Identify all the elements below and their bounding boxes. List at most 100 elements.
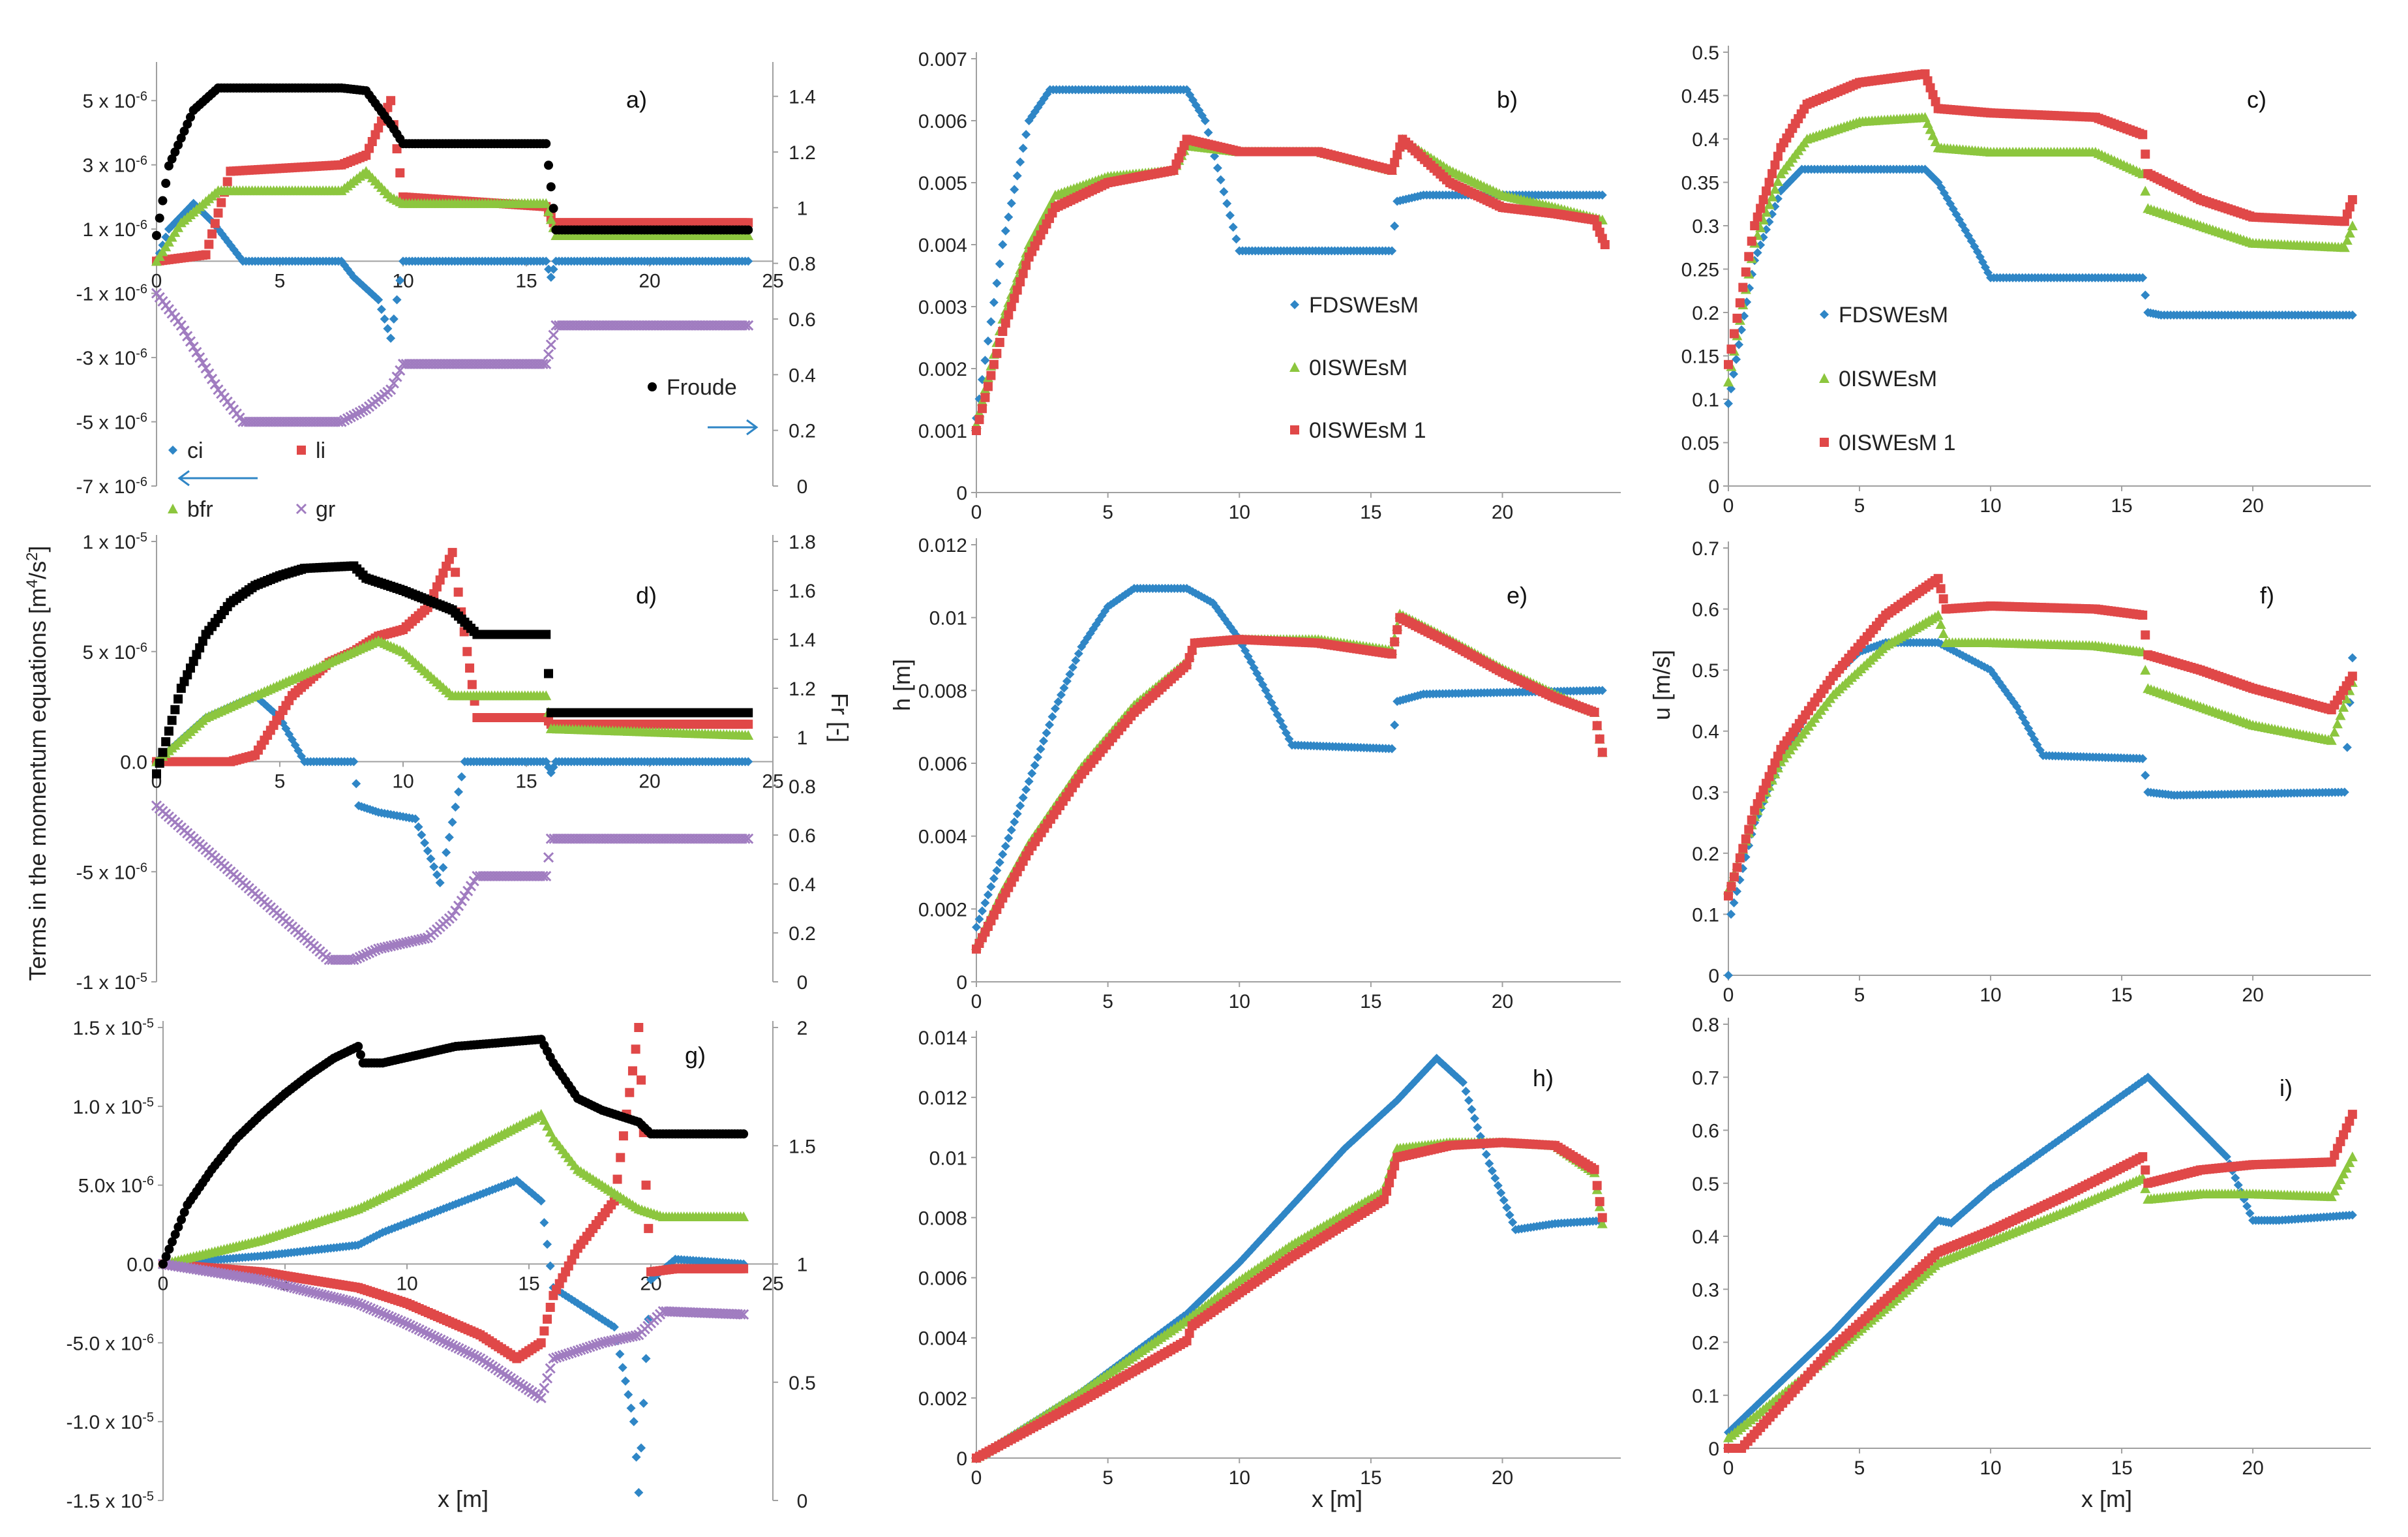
data-point <box>392 295 402 305</box>
x-tick-label: 20 <box>1492 991 1513 1012</box>
data-point <box>161 737 171 747</box>
data-point <box>743 230 754 240</box>
panel-label: c) <box>2247 86 2266 113</box>
data-point <box>1390 158 1400 168</box>
data-point <box>1225 211 1235 221</box>
data-point <box>546 273 556 282</box>
data-point <box>980 898 990 908</box>
data-point <box>537 358 549 369</box>
y-tick-label: 1.5 x 10-5 <box>72 1016 154 1039</box>
x-tick-label: 15 <box>2111 495 2132 517</box>
data-point <box>197 358 208 369</box>
y-tick-label: -5 x 10-6 <box>76 860 147 883</box>
y2-tick-label: 1.4 <box>789 630 816 651</box>
data-point <box>380 314 389 324</box>
data-point <box>188 341 199 352</box>
y-tick-label: -1.0 x 10-5 <box>66 1410 154 1433</box>
y2-tick-label: 0.2 <box>789 421 816 442</box>
data-point <box>1018 793 1028 802</box>
data-point <box>2138 130 2148 140</box>
data-point <box>465 663 475 673</box>
data-point <box>986 882 996 892</box>
data-point <box>164 161 173 171</box>
data-point <box>1764 177 1774 187</box>
data-point <box>170 147 180 157</box>
data-point <box>1006 825 1016 835</box>
y2-tick-label: 0.4 <box>789 874 816 896</box>
data-point <box>354 406 365 418</box>
data-point <box>462 647 472 656</box>
data-point <box>170 705 180 714</box>
panel-label: e) <box>1507 582 1528 609</box>
data-point <box>639 1398 648 1408</box>
y-tick-label: 0 <box>1708 966 1719 987</box>
data-point <box>1744 825 1754 834</box>
data-point <box>386 96 396 106</box>
data-point <box>442 847 451 857</box>
x-tick-label: 5 <box>1102 991 1113 1012</box>
data-point <box>2347 195 2357 205</box>
y-tick-label: 5 x 10-6 <box>82 89 147 112</box>
data-point <box>1222 198 1232 208</box>
data-point <box>1723 376 1734 387</box>
series-li <box>158 1023 749 1363</box>
data-point <box>641 1354 651 1363</box>
data-point <box>1758 195 1768 205</box>
y2-tick-label: 1.2 <box>789 142 816 164</box>
panel-label: b) <box>1497 86 1518 113</box>
y-tick-label: -5 x 10-6 <box>76 411 147 434</box>
data-point <box>1768 169 1777 179</box>
data-point <box>1231 234 1241 244</box>
data-point <box>1021 785 1031 795</box>
data-point <box>1021 130 1031 140</box>
x-tick-label: 0 <box>1723 984 1734 1006</box>
data-point <box>383 324 393 333</box>
series-FDSWEsM <box>1724 164 2357 408</box>
data-point <box>1030 761 1040 770</box>
x-tick-label: 10 <box>1979 984 2001 1006</box>
y-tick-label: 0.45 <box>1681 86 1719 108</box>
x-tick-label: 5 <box>1854 984 1865 1006</box>
y-tick-label: 0.004 <box>918 827 967 848</box>
data-point <box>352 779 361 789</box>
data-point <box>1200 116 1210 125</box>
data-point <box>175 320 187 331</box>
data-point <box>543 349 554 360</box>
data-point <box>1732 313 1742 323</box>
data-point <box>2138 273 2148 282</box>
y-tick-label: -5.0 x 10-6 <box>66 1332 154 1354</box>
y2-tick-label: 1.2 <box>789 678 816 700</box>
data-point <box>541 256 551 266</box>
y-tick-label: 0.4 <box>1692 129 1719 151</box>
data-point <box>179 325 190 337</box>
data-point <box>1387 649 1397 659</box>
data-point <box>972 426 981 435</box>
data-point <box>182 331 193 342</box>
data-point <box>155 758 164 768</box>
data-point <box>206 373 218 384</box>
data-point <box>744 225 753 235</box>
data-point <box>1001 226 1010 236</box>
x-tick-label: 15 <box>515 270 537 292</box>
x-tick-label: 20 <box>639 771 660 793</box>
series-0ISWEsM1 <box>972 134 1610 435</box>
data-point <box>634 1487 644 1497</box>
data-point <box>549 264 558 274</box>
data-point <box>1750 221 1760 230</box>
y-tick-label: 5.0x 10-6 <box>78 1174 154 1197</box>
data-point <box>1597 190 1607 200</box>
data-point <box>176 133 186 143</box>
data-point <box>204 239 214 249</box>
data-point <box>980 356 990 365</box>
data-point <box>620 1377 630 1386</box>
data-point <box>545 214 556 224</box>
data-point <box>1387 246 1397 256</box>
data-point <box>1732 354 1741 364</box>
data-point <box>2140 665 2151 675</box>
data-point <box>995 259 1004 269</box>
data-point <box>2138 610 2148 620</box>
data-point <box>618 1363 627 1373</box>
data-point <box>998 240 1008 249</box>
data-point <box>1938 628 1949 638</box>
